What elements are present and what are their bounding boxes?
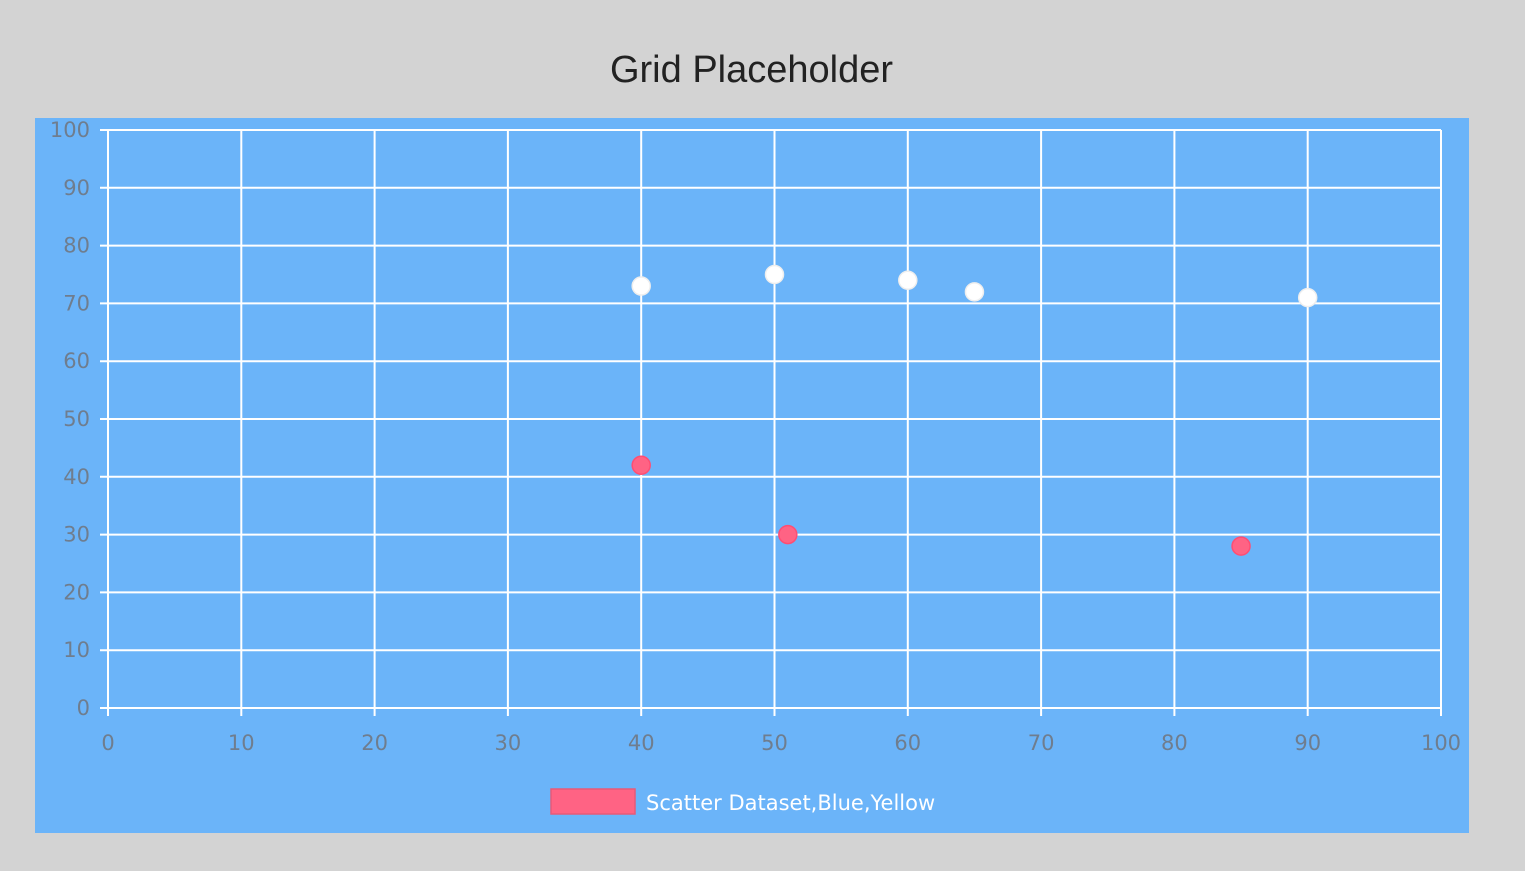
scatter-point[interactable] <box>898 270 918 291</box>
x-tick-label: 90 <box>1294 731 1321 755</box>
y-tick-label: 90 <box>63 176 90 200</box>
y-tick-label: 50 <box>63 407 90 431</box>
x-tick-label: 10 <box>228 731 255 755</box>
y-tick-label: 100 <box>50 118 90 142</box>
scatter-point[interactable] <box>631 455 651 475</box>
scatter-point[interactable] <box>964 282 985 302</box>
x-tick-label: 70 <box>1028 731 1055 755</box>
x-tick-label: 100 <box>1421 731 1461 755</box>
x-axis-ticks: 0 10 20 30 40 50 60 70 80 90 100 <box>101 731 1461 755</box>
data-points <box>631 264 1318 556</box>
scatter-point[interactable] <box>778 524 798 545</box>
y-tick-label: 10 <box>63 638 90 662</box>
legend[interactable]: Scatter Dataset,Blue,Yellow <box>550 788 935 815</box>
chart-panel: 0 10 20 30 40 50 60 70 80 90 100 0 10 20 30 40 50 60 70 80… <box>35 118 1469 833</box>
scatter-point[interactable] <box>764 264 785 285</box>
y-tick-label: 0 <box>77 696 90 720</box>
grid-lines <box>100 129 1442 716</box>
scatter-point[interactable] <box>631 276 651 296</box>
x-tick-label: 50 <box>761 731 788 755</box>
y-tick-label: 80 <box>63 234 90 258</box>
x-tick-label: 80 <box>1161 731 1188 755</box>
x-tick-label: 0 <box>101 731 114 755</box>
y-tick-label: 70 <box>63 291 90 315</box>
scatter-point[interactable] <box>1297 287 1318 308</box>
x-tick-label: 60 <box>894 731 921 755</box>
scatter-point[interactable] <box>1231 536 1251 556</box>
legend-label[interactable]: Scatter Dataset,Blue,Yellow <box>646 791 935 815</box>
scatter-chart: 0 10 20 30 40 50 60 70 80 90 100 0 10 20 30 40 50 60 70 80… <box>50 118 1461 815</box>
y-tick-label: 20 <box>63 580 90 604</box>
y-tick-label: 60 <box>63 349 90 373</box>
y-tick-label: 30 <box>63 523 90 547</box>
x-tick-label: 20 <box>361 731 388 755</box>
x-tick-label: 40 <box>628 731 655 755</box>
y-tick-label: 40 <box>63 465 90 489</box>
x-tick-label: 30 <box>495 731 522 755</box>
legend-swatch[interactable] <box>550 788 636 815</box>
chart-title: Grid Placeholder <box>609 49 894 91</box>
y-axis-ticks: 0 10 20 30 40 50 60 70 80 90 100 <box>50 118 90 720</box>
